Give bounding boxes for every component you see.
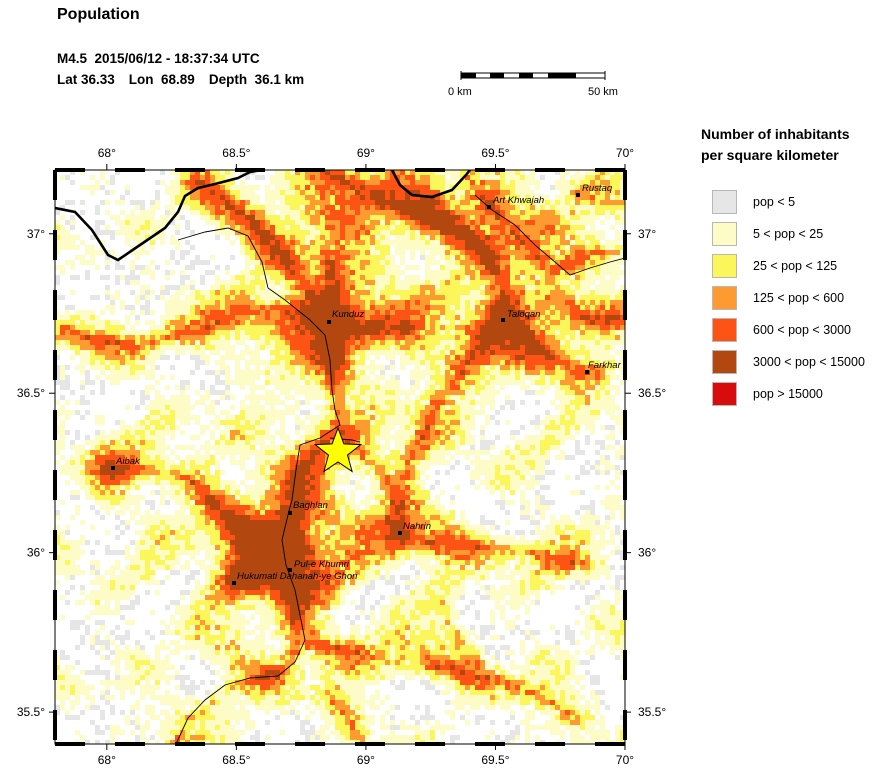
lon-tick-label-bottom: 69° [357,753,375,767]
event-info-line: M4.5 2015/06/12 - 18:37:34 UTC [57,51,260,66]
lat-tick-label-left: 36.5° [17,386,45,400]
lon-tick-label-top: 70° [616,146,634,160]
city-marker [232,581,236,585]
river-line [175,227,341,744]
city-label: Pul-e Khumri [294,559,350,570]
legend-swatch [712,254,737,278]
city-label: Hukumati Dahanah-ye Ghori [237,571,358,582]
legend-swatch [712,382,737,406]
legend-item: 25 < pop < 125 [712,254,882,280]
lon-tick-label-top: 68.5° [222,146,250,160]
legend-label: 125 < pop < 600 [753,291,845,305]
city-label: Taloqan [507,309,540,320]
legend-title: Number of inhabitants per square kilomet… [701,124,850,166]
frame-border [54,169,626,745]
city-marker [585,370,589,374]
event-location-line: Lat 36.33 Lon 68.89 Depth 36.1 km [57,72,318,87]
lon-tick-label-top: 68° [98,146,116,160]
event-depth: Depth 36.1 km [208,72,305,87]
legend-swatch [712,286,737,310]
city-label: Baghlan [293,500,328,511]
city-label: Farkhar [588,360,622,371]
city-label: Art Khwajah [492,195,544,206]
lat-tick-label-left: 37° [27,227,45,241]
legend-swatch [712,318,737,342]
legend-swatch [712,350,737,374]
map-title: Population [57,6,140,23]
map-frame: 68° 68° 68.5° 68.5° 69° 69° 69.5° 69.5° 70° 70° 37… [17,146,667,767]
lat-tick-label-right: 37° [638,227,656,241]
city-marker [487,205,491,209]
city-marker [111,466,115,470]
city-label: Kunduz [332,309,364,320]
city-marker [501,318,505,322]
lat-tick-label-right: 36° [638,546,656,560]
legend-item: pop > 15000 [712,382,882,408]
city-label: Aibak [115,456,141,467]
lat-tick-label-right: 36.5° [638,386,666,400]
legend-label: 25 < pop < 125 [753,259,838,273]
legend-label: pop < 5 [753,195,796,209]
legend-item: 3000 < pop < 15000 [712,350,882,376]
legend-swatch [712,190,737,214]
city-label: Rustaq [582,183,613,194]
legend-item: pop < 5 [712,190,882,216]
lon-tick-label-bottom: 69.5° [481,753,509,767]
epicenter-star [313,426,363,473]
scale-label-left: 0 km [448,86,472,98]
city-marker [327,320,331,324]
legend-title-line2: per square kilometer [701,147,839,163]
lon-tick-label-bottom: 70° [616,753,634,767]
lat-tick-label-right: 35.5° [638,705,666,719]
legend-label: 600 < pop < 3000 [753,323,852,337]
lat-tick-label-left: 36° [27,546,45,560]
boundaries-and-rivers [55,170,625,744]
legend-item: 600 < pop < 3000 [712,318,882,344]
city-label: Nahrin [403,521,431,532]
legend-item: 5 < pop < 25 [712,222,882,248]
scale-bar: 0 km 50 km [448,71,618,98]
event-lat: Lat 36.33 [57,72,115,87]
population-density-grid [55,170,625,744]
lon-tick-label-top: 69.5° [481,146,509,160]
legend-swatch [712,222,737,246]
international-border [55,170,472,262]
lon-tick-label-top: 69° [357,146,375,160]
city-marker [576,193,580,197]
legend-title-line1: Number of inhabitants [701,126,850,142]
lon-tick-label-bottom: 68.5° [222,753,250,767]
legend-item: 125 < pop < 600 [712,286,882,312]
event-lon: Lon 68.89 [128,72,195,87]
city-markers: Rustaq Art Khwajah Kunduz Taloqan Farkhar Aib… [111,183,622,585]
lon-tick-label-bottom: 68° [98,753,116,767]
legend-label: pop > 15000 [753,387,823,401]
river-line [474,194,625,276]
legend-label: 3000 < pop < 15000 [753,355,865,369]
legend-label: 5 < pop < 25 [753,227,824,241]
city-marker [398,531,402,535]
lat-tick-label-left: 35.5° [17,705,45,719]
city-marker [288,511,292,515]
city-marker [288,568,292,572]
scale-label-right: 50 km [588,86,618,98]
